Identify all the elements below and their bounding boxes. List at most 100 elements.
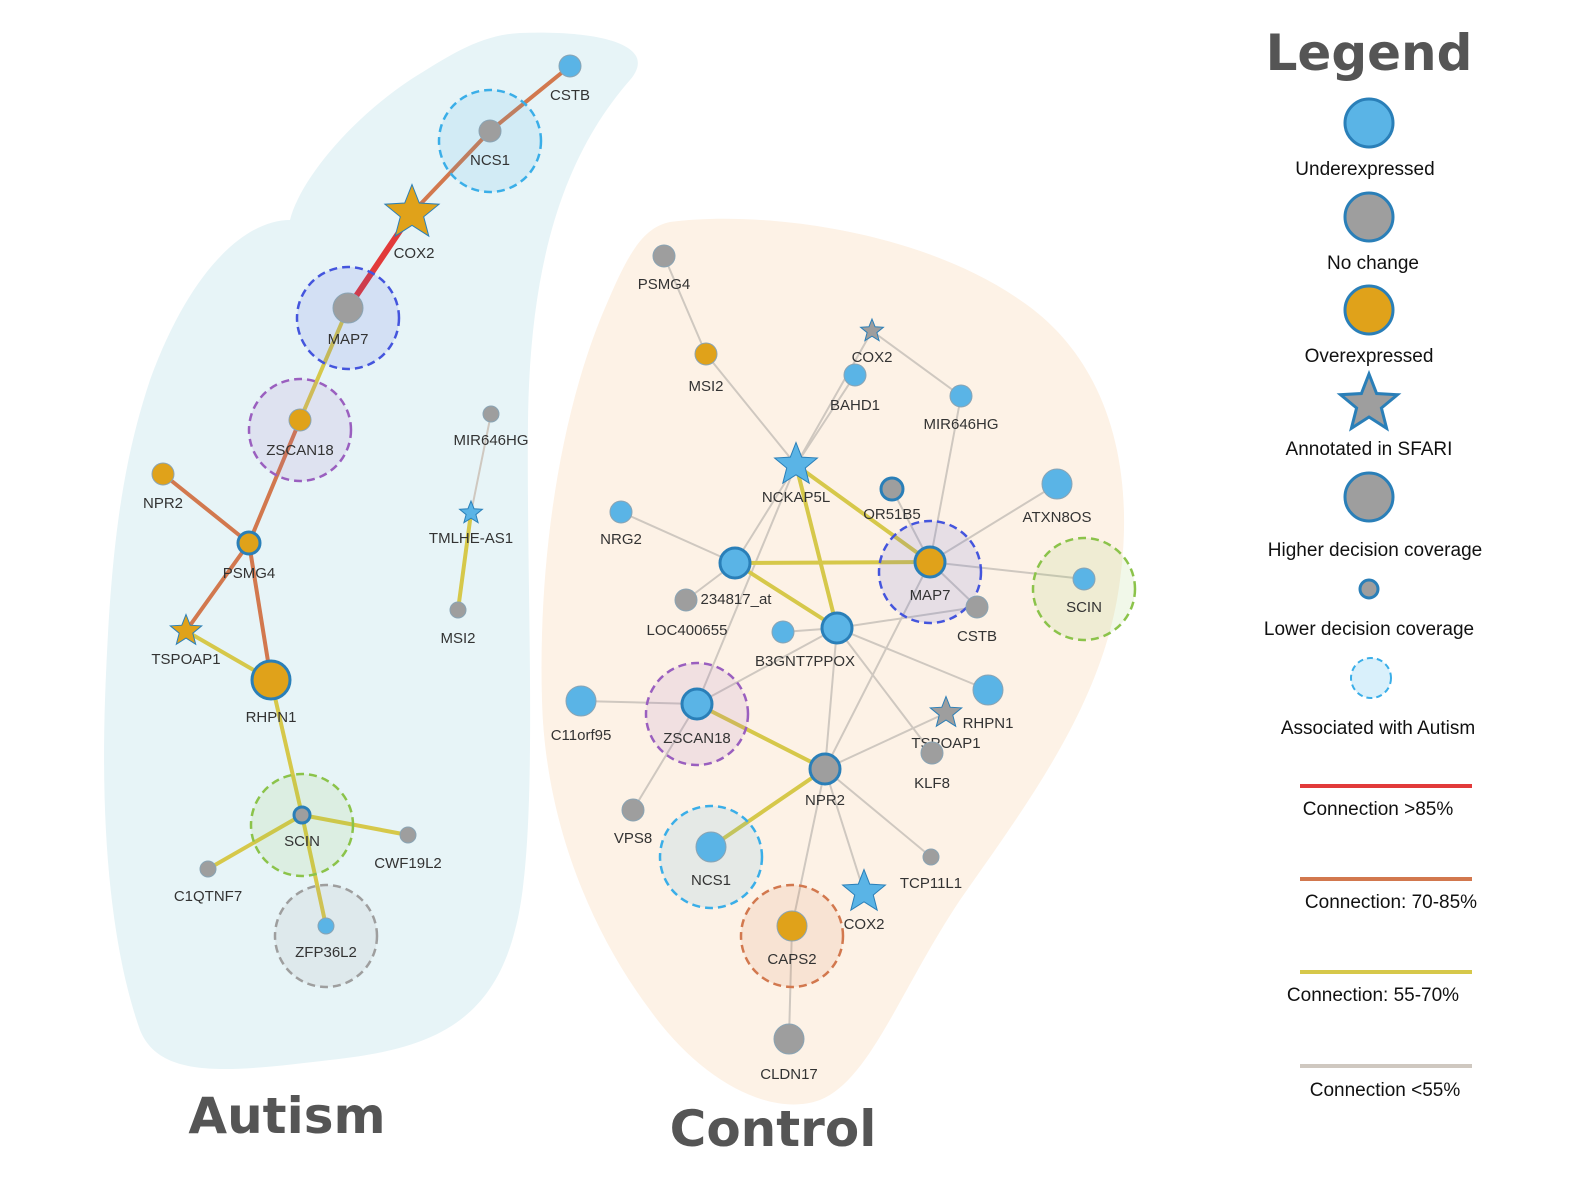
gene-node-circle — [922, 848, 940, 866]
autism-node-zfp36l2[interactable]: ZFP36L2 — [273, 883, 379, 989]
gene-label: BAHD1 — [830, 397, 880, 414]
control-edge-npr2-tcp11l1 — [824, 768, 932, 858]
gene-label: B3GNT7PPOX — [755, 653, 855, 670]
control-node-c11orf95[interactable]: C11orf95 — [551, 685, 612, 744]
control-node-map7[interactable]: MAP7 — [877, 519, 983, 625]
control-edge-npr2-cox2b — [824, 768, 865, 893]
circle-node-icon — [1343, 97, 1395, 149]
autism-node-ncs1[interactable]: NCS1 — [437, 88, 543, 194]
autism-node-mir646hg[interactable]: MIR646HG — [453, 405, 529, 449]
gene-label: TMLHE-AS1 — [429, 530, 513, 547]
gene-label: NCKAP5L — [762, 489, 830, 506]
small-node-icon — [1358, 578, 1380, 600]
control-node-zscan18[interactable]: ZSCAN18 — [644, 661, 750, 767]
control-node-234817_at[interactable]: 234817_at — [674, 588, 772, 612]
legend-label-no-change: No change — [1327, 253, 1419, 274]
control-node-bahd1[interactable]: BAHD1 — [830, 363, 880, 414]
gene-node-circle — [949, 384, 973, 408]
gene-node-circle — [478, 119, 502, 143]
gene-node-circle — [1072, 567, 1096, 591]
control-node-caps2[interactable]: CAPS2 — [739, 883, 845, 989]
control-node-atxn8os[interactable]: ATXN8OS — [1023, 468, 1092, 526]
control-edge-map7-mir646hg — [929, 395, 962, 563]
autism-node-cwf19l2[interactable]: CWF19L2 — [374, 826, 442, 872]
gene-node-circle — [236, 530, 262, 556]
control-node-msi2[interactable]: MSI2 — [688, 342, 724, 395]
control-edge-npr2-caps2 — [791, 768, 826, 927]
gene-label: COX2 — [852, 349, 893, 366]
control-node-or51b5[interactable]: OR51B5 — [863, 476, 921, 523]
control-node-cox2b[interactable]: COX2 — [841, 868, 887, 934]
gene-node-circle — [879, 476, 905, 502]
control-edge-hub1-map7 — [733, 560, 932, 565]
control-node-cox2a[interactable]: COX2 — [852, 317, 893, 366]
control-node-npr2[interactable]: NPR2 — [805, 752, 845, 809]
gene-label: PSMG4 — [223, 565, 276, 582]
control-node-hub1[interactable] — [718, 546, 752, 580]
gene-label: RHPN1 — [963, 715, 1014, 732]
gene-node-circle — [771, 620, 795, 644]
control-edge-caps2-cldn17 — [788, 925, 793, 1040]
control-node-ncs1[interactable]: NCS1 — [658, 804, 764, 910]
control-edge-npr2-ncs1 — [709, 767, 827, 849]
control-node-loc400655[interactable]: LOC400655 — [647, 620, 795, 644]
control-node-nckap5l[interactable]: NCKAP5L — [762, 441, 830, 507]
autism-edge-psmg4-rhpn1 — [247, 541, 273, 682]
autism-node-zscan18[interactable]: ZSCAN18 — [247, 377, 353, 483]
gene-node-circle — [695, 831, 727, 863]
autism-node-tmlhe-as1[interactable]: TMLHE-AS1 — [429, 499, 513, 547]
autism-node-scin[interactable]: SCIN — [249, 772, 355, 878]
autism-edge-rhpn1-scin — [269, 678, 304, 817]
legend-label-edge-70-85: Connection: 70-85% — [1305, 892, 1477, 913]
sfari-star-icon — [383, 183, 441, 238]
control-node-mir646hg[interactable]: MIR646HG — [923, 384, 999, 433]
autism-node-rhpn1[interactable]: RHPN1 — [246, 659, 297, 726]
large-node-icon — [1343, 471, 1395, 523]
control-node-nrg2[interactable]: NRG2 — [600, 500, 642, 548]
control-edge-map7-scin — [929, 561, 1085, 580]
control-node-cldn17[interactable]: CLDN17 — [760, 1023, 818, 1083]
autism-node-c1qtnf7[interactable]: C1QTNF7 — [174, 860, 242, 905]
control-edge-hub1-nrg2 — [620, 511, 736, 564]
control-edge-zscan18-vps8 — [632, 703, 698, 811]
legend-label-higher-coverage: Higher decision coverage — [1268, 540, 1482, 561]
autism-node-cstb[interactable]: CSTB — [550, 54, 590, 104]
gene-node-circle — [773, 1023, 805, 1055]
autism-edge-psmg4-tspoap1 — [184, 541, 251, 633]
legend-title: Legend — [1266, 24, 1473, 82]
control-node-cstb[interactable]: CSTB — [957, 595, 997, 645]
gene-label: CSTB — [957, 628, 997, 645]
control-node-scin[interactable]: SCIN — [1031, 536, 1137, 642]
control-node-b3gnt7ppox[interactable]: B3GNT7PPOX — [755, 611, 855, 670]
autism-node-psmg4[interactable]: PSMG4 — [223, 530, 276, 582]
gene-label: OR51B5 — [863, 506, 921, 523]
circle-node-icon — [1343, 191, 1395, 243]
autism-node-msi2[interactable]: MSI2 — [440, 601, 476, 647]
autism-edge-scin-cwf19l2 — [300, 813, 410, 837]
control-node-tcp11l1[interactable]: TCP11L1 — [900, 848, 962, 892]
autism-node-tspoap1[interactable]: TSPOAP1 — [151, 613, 221, 669]
gene-node-circle — [292, 805, 312, 825]
autism-node-npr2[interactable]: NPR2 — [143, 462, 183, 512]
control-node-vps8[interactable]: VPS8 — [614, 798, 652, 847]
control-node-psmg4[interactable]: PSMG4 — [638, 244, 691, 293]
gene-label: MIR646HG — [453, 432, 528, 449]
gene-node-circle — [694, 342, 718, 366]
gene-label: NPR2 — [143, 495, 183, 512]
gene-node-circle — [680, 687, 714, 721]
gene-node-circle — [288, 408, 312, 432]
gene-node-circle — [399, 826, 417, 844]
gene-label: COX2 — [394, 245, 435, 262]
control-group-title: Control — [670, 1100, 877, 1158]
control-node-klf8[interactable]: KLF8 — [914, 741, 950, 792]
gene-label: PSMG4 — [638, 276, 691, 293]
control-node-rhpn1[interactable]: RHPN1 — [963, 674, 1014, 732]
autism-node-cox2[interactable]: COX2 — [383, 183, 441, 263]
autism-edge-tmlhe-as1-msi2 — [456, 511, 473, 612]
autism-edge-scin-zfp36l2 — [300, 813, 328, 928]
legend-label-autism-assoc: Associated with Autism — [1281, 718, 1475, 739]
star-node-icon — [1336, 369, 1402, 432]
gene-label: CSTB — [550, 87, 590, 104]
autism-node-map7[interactable]: MAP7 — [295, 265, 401, 371]
legend-label-edge-gt85: Connection >85% — [1303, 799, 1454, 820]
